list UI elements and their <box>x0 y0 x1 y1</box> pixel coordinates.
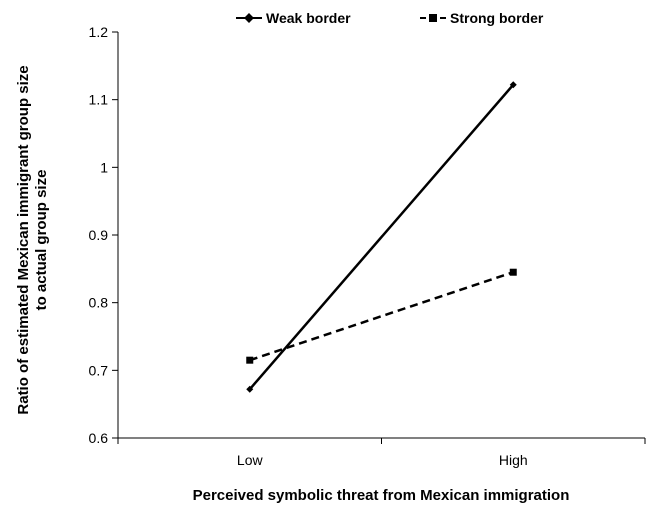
legend-marker-weak-border <box>244 13 254 23</box>
series-line-weak-border <box>248 83 515 391</box>
y-tick-label: 0.6 <box>89 430 109 446</box>
x-tick-label: Low <box>237 452 264 468</box>
legend-marker-strong-border <box>429 14 437 22</box>
series-layer <box>246 81 517 393</box>
y-tick-label: 1.2 <box>89 24 109 40</box>
data-point-weak-border <box>509 81 517 89</box>
legend-label-strong-border: Strong border <box>450 10 544 26</box>
y-axis-title-line-1: Ratio of estimated Mexican immigrant gro… <box>15 65 32 414</box>
data-point-weak-border <box>246 385 254 393</box>
y-tick-label: 0.8 <box>89 295 109 311</box>
y-axis: 0.6 0.7 0.8 0.9 1 1.1 1.2 <box>89 24 119 446</box>
series-line-strong-border <box>249 271 514 362</box>
x-axis-title: Perceived symbolic threat from Mexican i… <box>193 487 570 504</box>
legend: Weak border Strong border <box>236 10 544 26</box>
y-tick-label: 0.9 <box>89 227 109 243</box>
y-axis-title-line-2: to actual group size <box>33 170 50 311</box>
x-axis: Low High <box>117 437 646 468</box>
data-point-strong-border <box>509 268 517 276</box>
x-tick-label: High <box>499 452 528 468</box>
y-tick-label: 1 <box>100 159 108 175</box>
legend-label-weak-border: Weak border <box>266 10 351 26</box>
y-tick-label: 0.7 <box>89 362 109 378</box>
data-point-strong-border <box>246 356 254 364</box>
y-tick-label: 1.1 <box>89 92 109 108</box>
